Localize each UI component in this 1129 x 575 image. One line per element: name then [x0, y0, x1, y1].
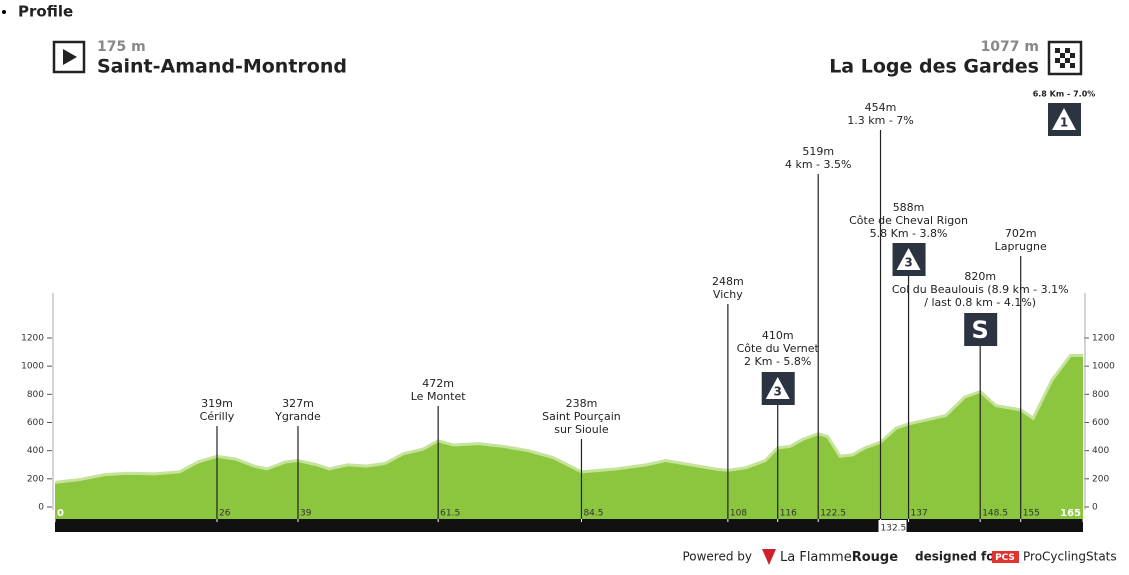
elevation-edge [54, 353, 1083, 484]
y-tick-label-right: 1000 [1092, 362, 1115, 372]
powered-by: Powered by [682, 550, 752, 564]
climb-category: 1 [1060, 116, 1068, 130]
annotation-label: Laprugne [995, 240, 1047, 253]
finish-name: La Loge des Gardes [829, 56, 1039, 78]
start-icon [52, 40, 86, 74]
annotation-label: Côte du Vernet [737, 342, 820, 355]
annotation-label: 4 km - 3.5% [785, 158, 852, 171]
annotation-label: sur Sioule [554, 423, 609, 436]
annotation-label: 820m [964, 270, 996, 283]
y-tick-label-right: 1200 [1092, 334, 1115, 344]
start-elevation: 175 m [97, 39, 146, 55]
y-tick-label: 1000 [21, 362, 44, 372]
y-tick-label-right: 400 [1092, 446, 1109, 456]
annotation-label: Le Montet [411, 390, 466, 403]
start-name: Saint-Amand-Montrond [97, 56, 347, 78]
annotation-label: Cérilly [200, 410, 235, 423]
km-label: 84.5 [583, 509, 603, 519]
brand-part: La Flamme [780, 550, 852, 565]
km-bar [55, 519, 1083, 532]
annotation-label: 702m [1005, 227, 1037, 240]
y-tick-label: 1200 [21, 334, 44, 344]
designed-for: designed for [915, 550, 1000, 564]
annotation-label: 519m [802, 145, 834, 158]
site-name: ProCyclingStats [1023, 550, 1117, 564]
annotation-label: Côte de Cheval Rigon [849, 214, 968, 227]
bullet [2, 10, 6, 14]
km-label: 122.5 [820, 509, 846, 519]
flamme-logo [762, 549, 776, 565]
annotation-label: Ygrande [274, 410, 321, 423]
y-tick-label-right: 800 [1092, 390, 1109, 400]
annotation-label: 319m [201, 397, 233, 410]
annotation-label: Col du Beaulouis (8.9 km - 3.1% [892, 283, 1069, 296]
climb-triangle [1052, 108, 1076, 130]
y-tick-label: 200 [27, 474, 44, 484]
page-title: Profile [18, 3, 73, 21]
km-label: 108 [730, 509, 747, 519]
annotation-label: 410m [762, 329, 794, 342]
km-label: 132.5 [881, 524, 907, 534]
climb-icon [964, 313, 998, 346]
km-label: 26 [219, 509, 231, 519]
climb-triangle [896, 248, 921, 270]
y-tick-label: 600 [27, 418, 44, 428]
annotation-label: 1.3 km - 7% [847, 114, 914, 127]
annotation-label: 5.8 Km - 3.8% [870, 227, 948, 240]
finish-icon [1047, 40, 1083, 76]
km-label: 148.5 [982, 509, 1008, 519]
y-tick-label: 0 [38, 503, 44, 513]
climb-triangle [765, 377, 790, 399]
climb-category: 3 [774, 385, 782, 399]
annotation-label: 2 Km - 5.8% [744, 355, 811, 368]
annotation-label: Vichy [713, 288, 743, 301]
pcs-logo-text: PCS [995, 553, 1015, 563]
sprint-icon-text: S [972, 316, 989, 344]
brand: La FlammeRouge [780, 550, 898, 565]
y-tick-label-right: 200 [1092, 474, 1109, 484]
km-label-box [878, 520, 907, 533]
km-label: 0 [57, 508, 64, 519]
annotation-label: 472m [422, 377, 454, 390]
climb-category: 3 [904, 256, 912, 270]
brand-part: Rouge [852, 550, 899, 565]
annotation-label: 248m [712, 275, 744, 288]
km-label: 116 [780, 509, 797, 519]
finish-elevation: 1077 m [981, 39, 1039, 55]
annotation-label: / last 0.8 km - 4.1%) [924, 296, 1036, 309]
km-label: 165 [1060, 508, 1081, 519]
y-tick-label: 400 [27, 446, 44, 456]
annotation-label: 327m [282, 397, 314, 410]
km-label: 39 [300, 509, 312, 519]
footer: Powered by La FlammeRouge designed for P… [682, 549, 1117, 565]
annotation-label: 454m [865, 101, 897, 114]
y-tick-label-right: 600 [1092, 418, 1109, 428]
y-tick-label: 800 [27, 390, 44, 400]
km-label: 61.5 [440, 509, 460, 519]
annotation-label: 588m [893, 201, 925, 214]
annotation-label: Saint Pourçain [542, 410, 621, 423]
pcs-logo [992, 551, 1019, 563]
elevation-area [55, 355, 1083, 519]
y-tick-label-right: 0 [1092, 503, 1098, 513]
finish-climb-label: 6.8 Km - 7.0% [1033, 90, 1096, 99]
km-label: 155 [1023, 509, 1040, 519]
annotation-label: 238m [566, 397, 598, 410]
km-label: 137 [911, 509, 928, 519]
